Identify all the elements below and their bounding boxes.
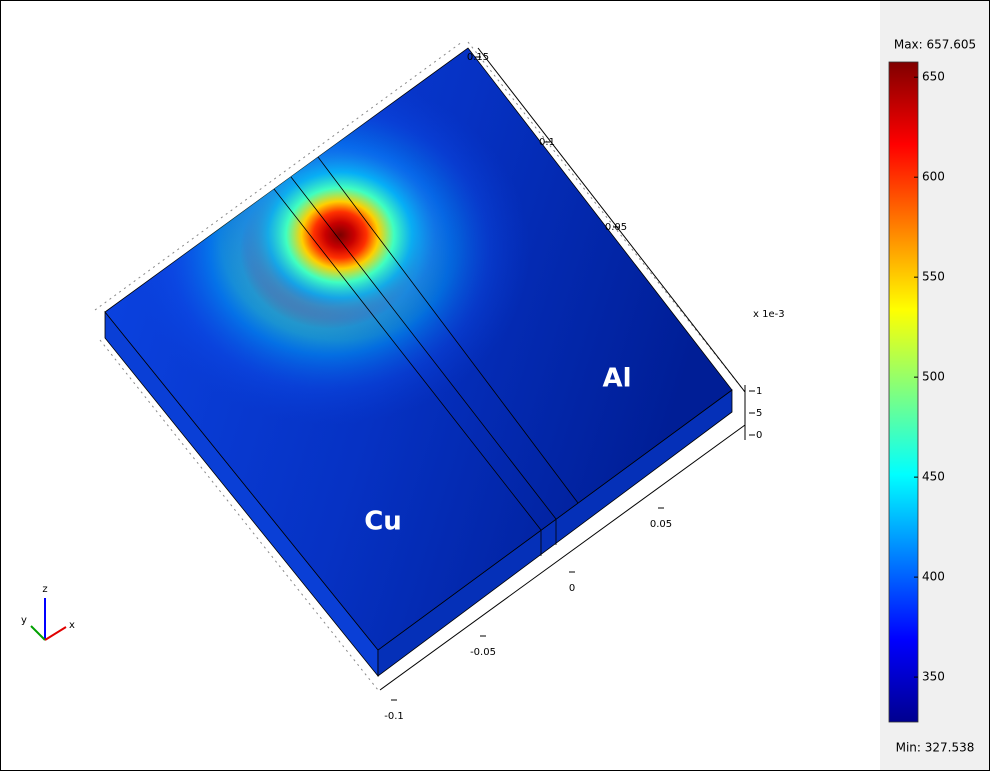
colorbar-tick-label: 550	[922, 270, 945, 284]
colorbar-max: Max: 657.605	[894, 38, 976, 52]
axis-tick-label: 0.1	[539, 137, 555, 148]
colorbar-tick-label: 650	[922, 70, 945, 84]
colorbar-tick-label: 450	[922, 470, 945, 484]
axis-tick-label: 0	[756, 430, 762, 441]
colorbar-tick-label: 500	[922, 370, 945, 384]
axis-tick-label: -0.05	[470, 647, 496, 658]
colorbar-min: Min: 327.538	[896, 741, 975, 755]
axis-tick-label: 0.05	[650, 519, 672, 530]
material-label: Cu	[364, 507, 402, 537]
colorbar-tick-label: 600	[922, 170, 945, 184]
colorbar-tick-label: 350	[922, 670, 945, 684]
axis-tick-label: 1	[756, 386, 762, 397]
triad-label: y	[21, 615, 27, 626]
colorbar-tick-label: 400	[922, 570, 945, 584]
axis-tick-label: 0	[569, 583, 575, 594]
triad-label: x	[69, 620, 75, 631]
axis-tick-label: 5	[756, 408, 762, 419]
axis-tick-label: 0.15	[467, 52, 489, 63]
colorbar	[889, 62, 918, 722]
axis-multiplier: x 1e-3	[753, 309, 785, 320]
material-label: Al	[602, 364, 631, 394]
screenshot: Cu Al x 1e-3 z y x Max: 657.605 Min: 327…	[0, 0, 990, 771]
axis-tick-label: 0.05	[605, 222, 627, 233]
triad-label: z	[42, 584, 47, 595]
axis-tick-label: -0.1	[384, 711, 404, 722]
